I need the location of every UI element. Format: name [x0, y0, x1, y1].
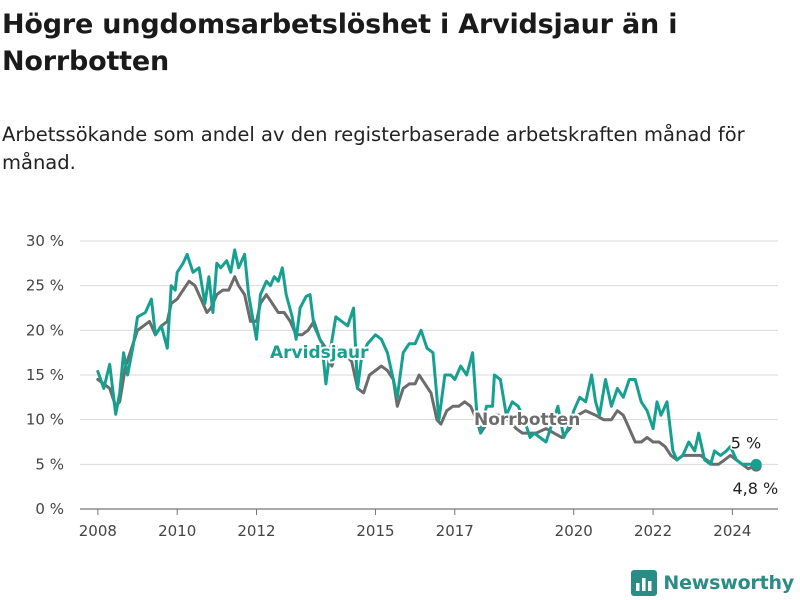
- x-tick-label: 2015: [356, 522, 394, 540]
- grid-lines: [80, 240, 778, 510]
- x-tick-label: 2024: [713, 522, 751, 540]
- x-axis-ticks: 2008 2010 2012 2015 2017 2020 2022 2024: [79, 509, 751, 540]
- series-label-arvidsjaur: Arvidsjaur: [270, 343, 369, 363]
- y-tick-label: 5 %: [35, 455, 64, 473]
- y-tick-label: 0 %: [35, 500, 64, 518]
- y-tick-label: 15 %: [26, 366, 64, 384]
- series-label-norrbotten: Norrbotten: [474, 410, 580, 430]
- chart-subtitle: Arbetssökande som andel av den registerb…: [2, 123, 745, 174]
- series-endpoint-arvidsjaur: [750, 458, 762, 470]
- y-tick-label: 30 %: [26, 232, 64, 250]
- x-tick-label: 2020: [555, 522, 593, 540]
- bar-chart-logo-icon: [631, 570, 658, 596]
- x-tick-label: 2022: [634, 522, 672, 540]
- series-labels: Arvidsjaur Norrbotten 5 % 4,8 %: [268, 341, 780, 500]
- x-tick-label: 2008: [79, 522, 117, 540]
- end-value-norrbotten: 4,8 %: [732, 479, 778, 498]
- y-tick-label: 10 %: [26, 411, 64, 429]
- brand-name: Newsworthy: [663, 572, 794, 594]
- end-value-arvidsjaur: 5 %: [731, 433, 761, 452]
- chart-title: Högre ungdomsarbetslöshet i Arvidsjaur ä…: [2, 9, 678, 77]
- series-line-arvidsjaur: [96, 248, 758, 466]
- y-tick-label: 25 %: [26, 277, 64, 295]
- x-tick-label: 2017: [436, 522, 474, 540]
- x-tick-label: 2010: [158, 522, 196, 540]
- series-lines: [96, 248, 762, 472]
- brand-logo[interactable]: Newsworthy: [631, 570, 794, 596]
- series-line-norrbotten: [96, 275, 758, 471]
- y-tick-label: 20 %: [26, 321, 64, 339]
- x-tick-label: 2012: [237, 522, 275, 540]
- y-axis-ticks: 0 % 5 % 10 % 15 % 20 % 25 % 30 %: [26, 232, 64, 518]
